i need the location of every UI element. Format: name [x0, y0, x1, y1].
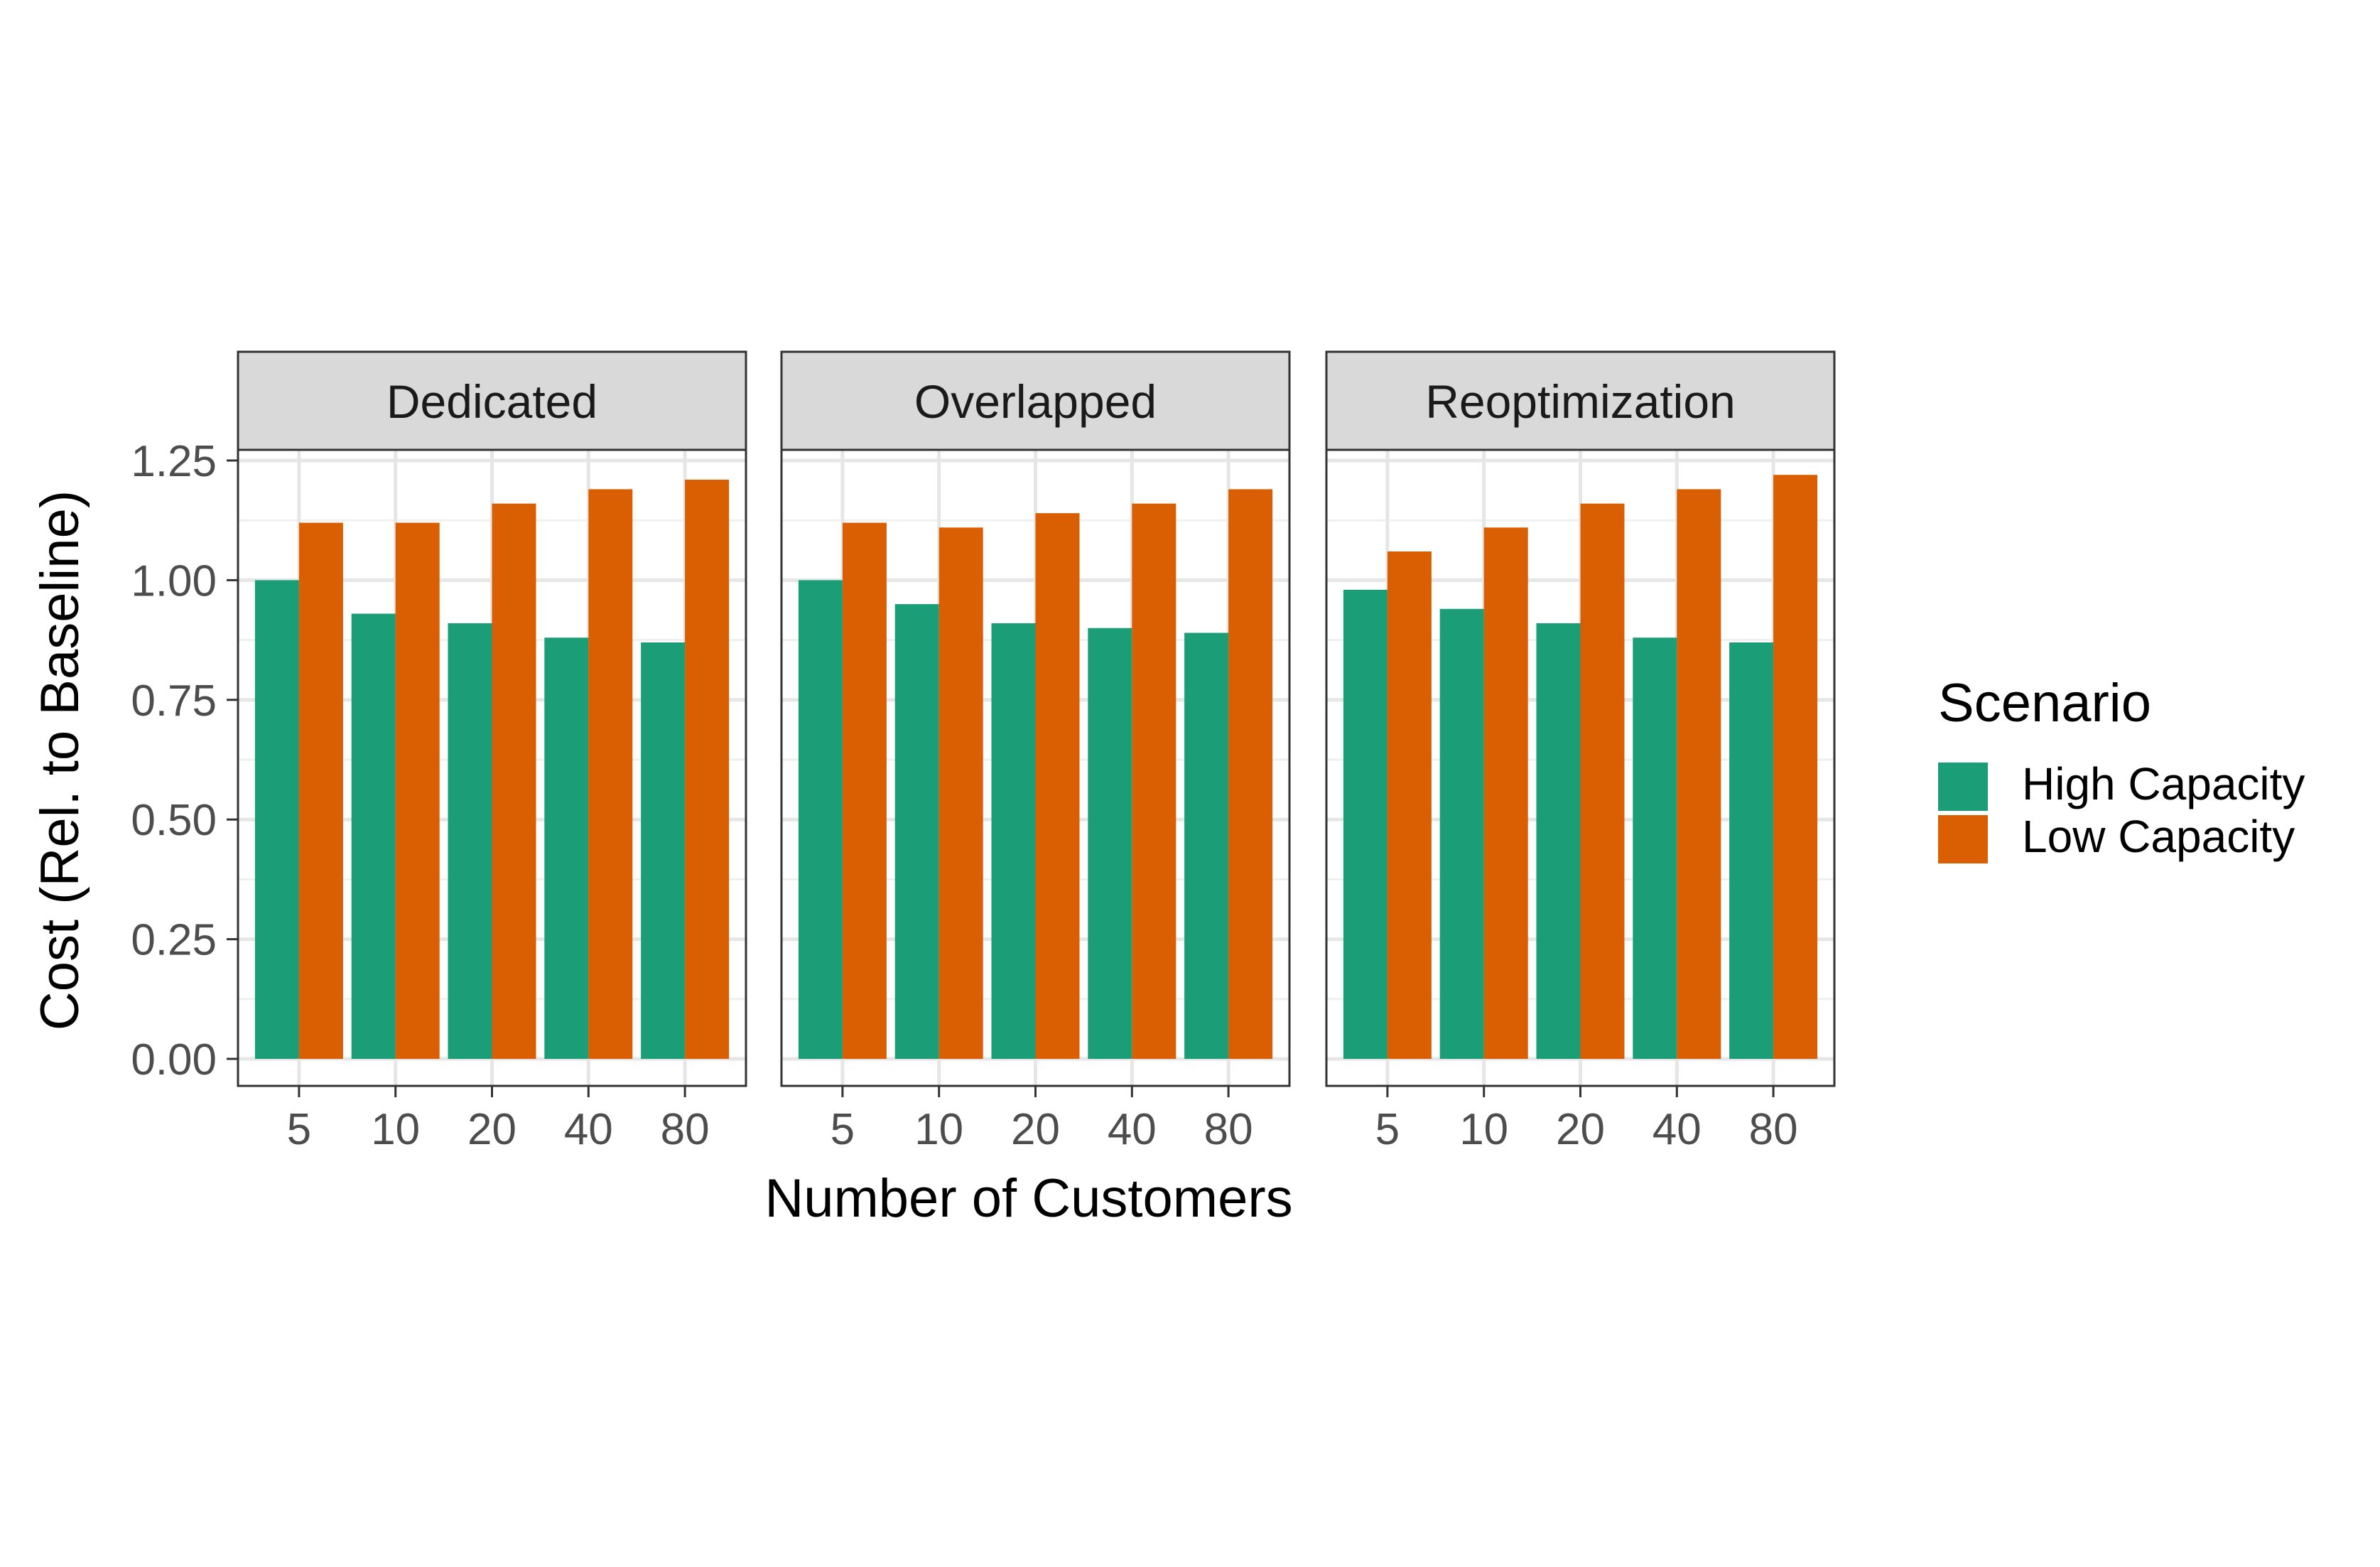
legend-key-low-capacity: [1938, 815, 1988, 863]
x-axis-title: Number of Customers: [764, 1168, 1292, 1229]
bar-low-capacity: [1483, 527, 1528, 1059]
facet-label: Dedicated: [386, 375, 597, 428]
legend-key-high-capacity: [1938, 763, 1988, 811]
x-tick-label: 10: [371, 1105, 420, 1154]
bar-high-capacity: [1184, 632, 1229, 1059]
y-tick-label: 1.00: [131, 556, 217, 605]
bar-high-capacity: [1729, 642, 1774, 1059]
facet-label: Reoptimization: [1425, 375, 1736, 428]
x-tick-label: 40: [1653, 1105, 1702, 1154]
facet-panel-reoptimization: Reoptimization 5 10 20 40 80: [1325, 350, 1836, 1154]
bar-high-capacity: [894, 604, 939, 1059]
x-tick-label: 20: [1011, 1105, 1060, 1154]
y-tick-label: 0.25: [131, 916, 217, 965]
y-axis: 0.00 0.25 0.50 0.75 1.00 1.25: [131, 437, 238, 1084]
x-tick-label: 40: [1108, 1105, 1157, 1154]
bar-low-capacity: [298, 522, 343, 1059]
facet-label: Overlapped: [914, 375, 1157, 428]
facet-strip: [1325, 350, 1836, 451]
bar-low-capacity: [1580, 503, 1625, 1059]
x-tick-label: 5: [1375, 1105, 1400, 1154]
bar-low-capacity: [1035, 513, 1080, 1059]
bar-high-capacity: [1439, 608, 1484, 1059]
bar-low-capacity: [685, 479, 730, 1059]
legend-label: Low Capacity: [2022, 811, 2295, 862]
facet-panel-dedicated: Dedicated 5 10 20 40 80: [237, 350, 747, 1154]
x-tick-label: 5: [831, 1105, 855, 1154]
y-tick-label: 0.75: [131, 677, 217, 726]
x-tick-label: 80: [661, 1105, 710, 1154]
bar-low-capacity: [492, 503, 536, 1059]
bar-high-capacity: [1536, 623, 1581, 1059]
x-tick-label: 10: [914, 1105, 963, 1154]
bar-low-capacity: [395, 522, 440, 1059]
bar-low-capacity: [588, 489, 633, 1059]
bar-high-capacity: [991, 623, 1036, 1059]
x-tick-label: 5: [287, 1105, 311, 1154]
bar-high-capacity: [1343, 589, 1388, 1059]
facet-panel-overlapped: Overlapped 5 10 20 40 80: [780, 350, 1291, 1154]
y-tick-label: 1.25: [131, 437, 217, 486]
bar-high-capacity: [351, 613, 396, 1059]
facet-strip: [237, 350, 747, 451]
bar-low-capacity: [1132, 503, 1177, 1059]
x-tick-label: 80: [1204, 1105, 1253, 1154]
bar-low-capacity: [842, 522, 887, 1059]
bar-high-capacity: [798, 580, 843, 1059]
bar-high-capacity: [641, 642, 686, 1059]
bar-high-capacity: [1088, 628, 1132, 1059]
bar-high-capacity: [448, 623, 492, 1059]
bar-low-capacity: [939, 527, 983, 1059]
bar-high-capacity: [254, 580, 299, 1059]
bar-low-capacity: [1387, 551, 1432, 1059]
facet-strip: [780, 350, 1291, 451]
x-tick-label: 40: [564, 1105, 613, 1154]
y-tick-label: 0.50: [131, 796, 217, 845]
bar-low-capacity: [1228, 489, 1273, 1059]
y-axis-title: Cost (Rel. to Baseline): [30, 490, 90, 1030]
x-tick-label: 10: [1459, 1105, 1508, 1154]
x-tick-label: 80: [1749, 1105, 1798, 1154]
bar-high-capacity: [1633, 637, 1677, 1059]
bar-high-capacity: [544, 637, 589, 1059]
legend-title: Scenario: [1938, 673, 2151, 733]
bar-low-capacity: [1677, 489, 1721, 1059]
y-tick-label: 0.00: [131, 1035, 217, 1084]
x-tick-label: 20: [1556, 1105, 1605, 1154]
bar-low-capacity: [1773, 475, 1818, 1059]
x-tick-label: 20: [467, 1105, 516, 1154]
legend-label: High Capacity: [2022, 758, 2305, 809]
